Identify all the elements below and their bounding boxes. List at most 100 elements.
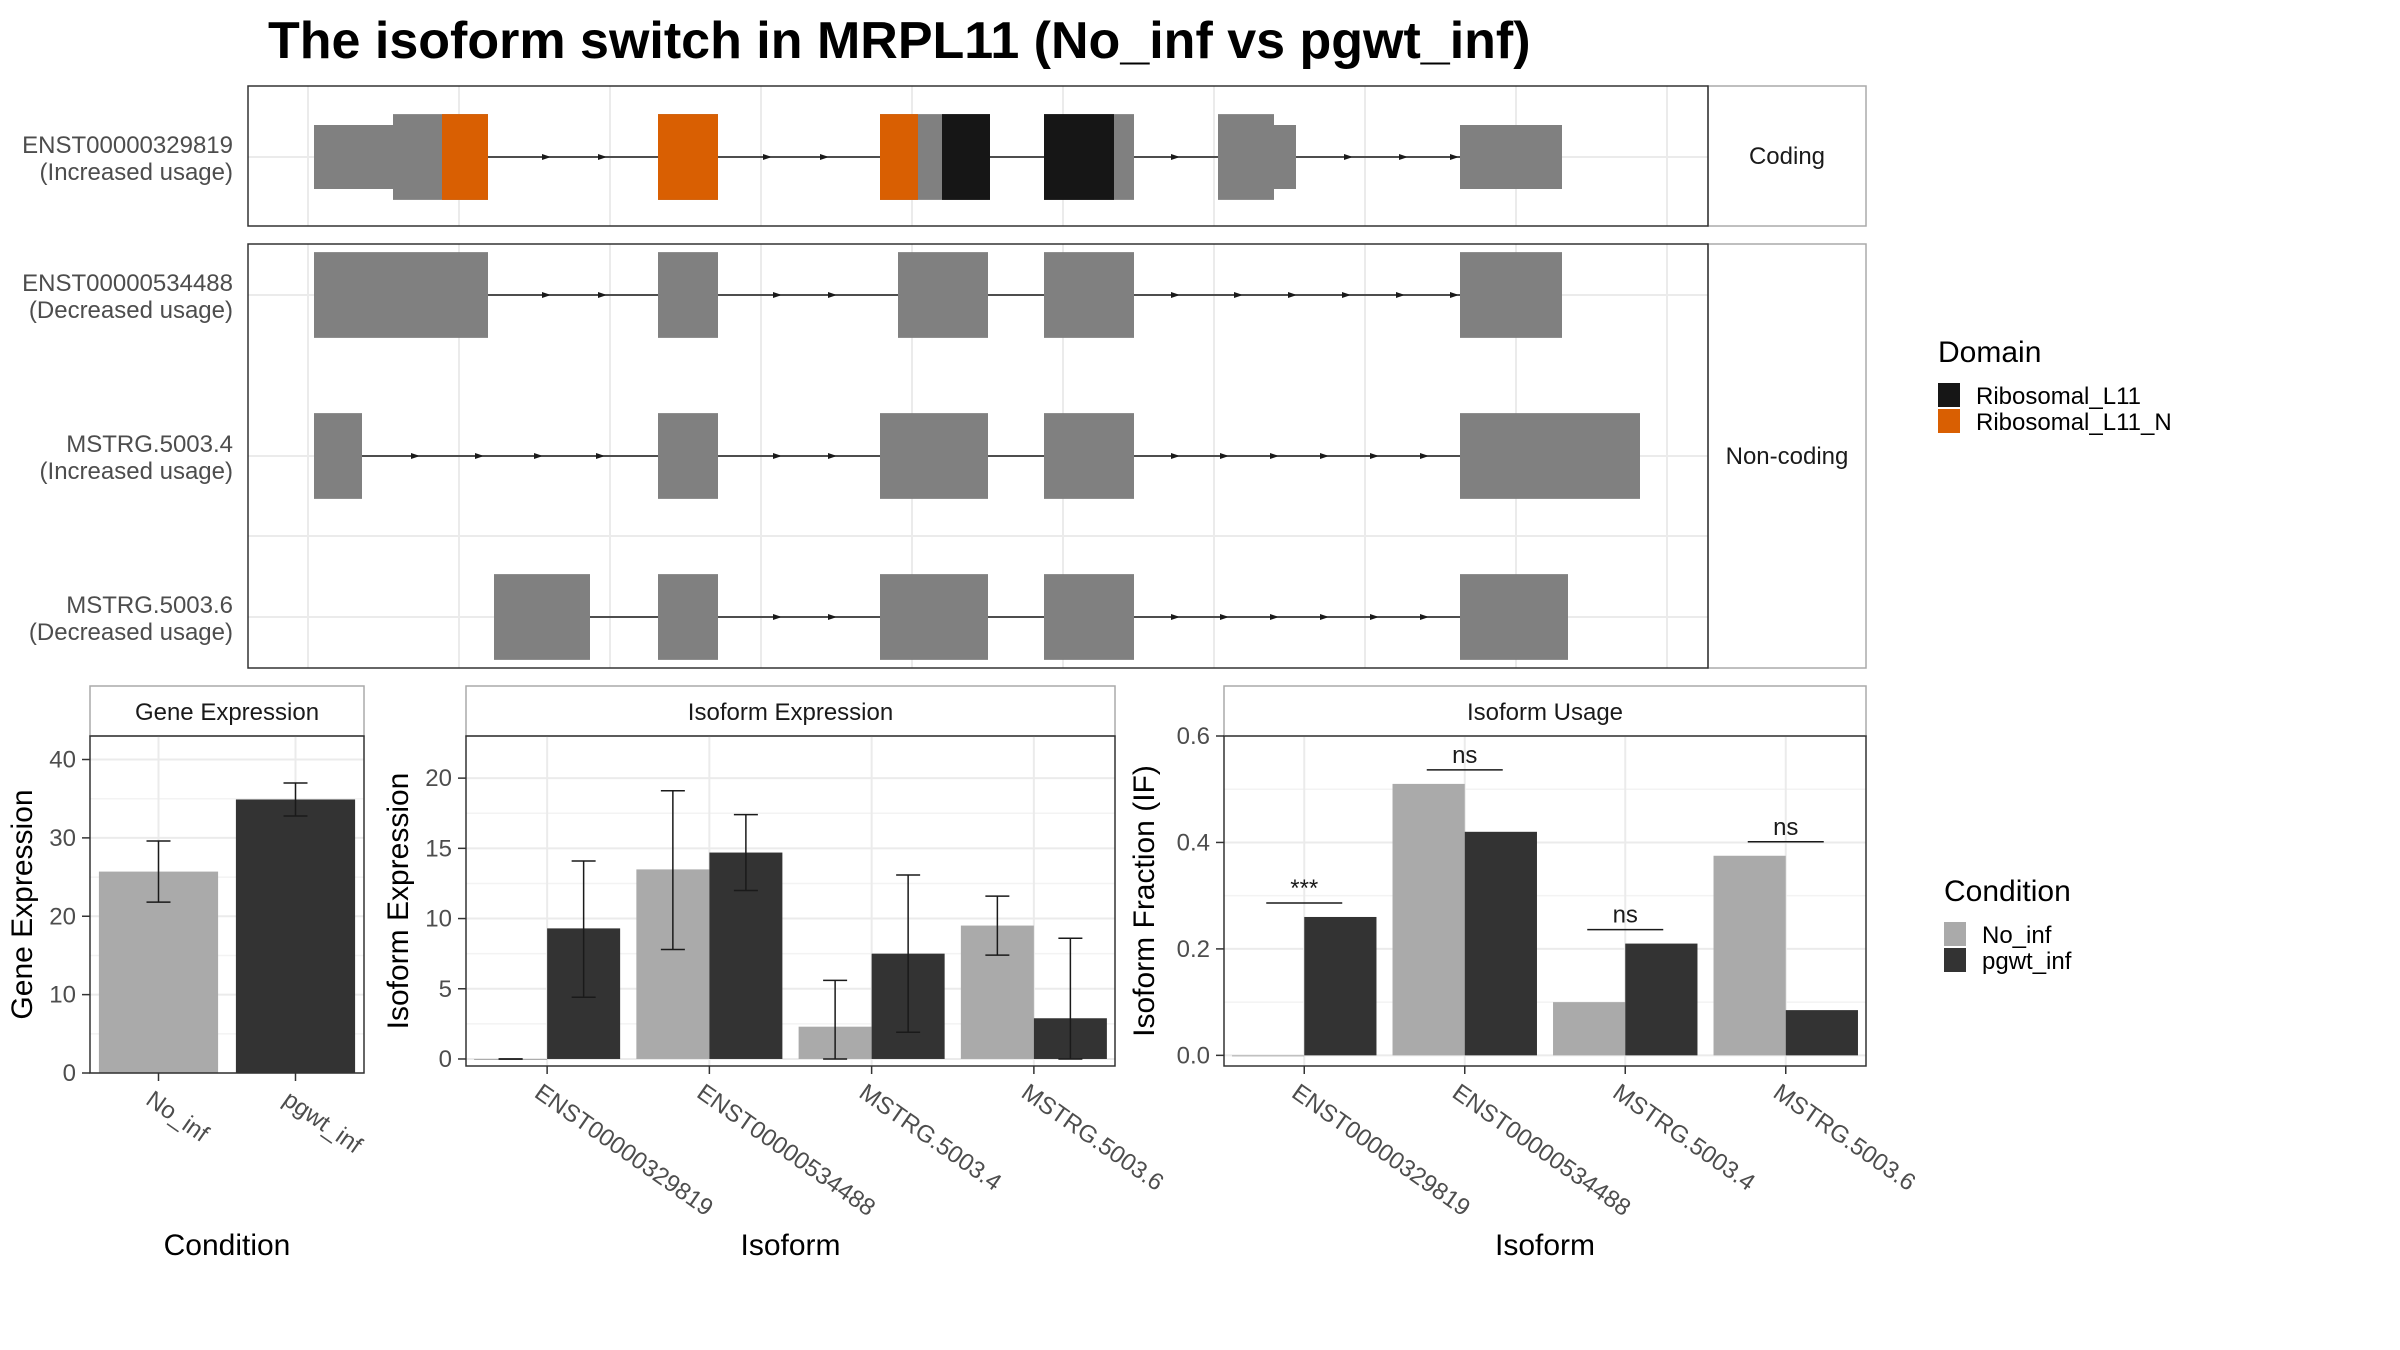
intron-arrow	[598, 292, 607, 298]
transcript-usage-label: (Decreased usage)	[29, 297, 233, 324]
panel-border	[1223, 735, 1867, 1067]
exon-block	[880, 413, 988, 499]
exon-block	[393, 114, 442, 200]
transcript-id-label: MSTRG.5003.4	[66, 431, 233, 458]
exon-block	[494, 574, 590, 660]
intron-arrow	[1171, 614, 1180, 620]
panel-border	[89, 735, 365, 1074]
intron-arrow	[828, 292, 837, 298]
bar	[1304, 916, 1377, 1056]
panel-strip-title: Isoform Expression	[688, 699, 893, 726]
panel-strip	[1223, 685, 1867, 737]
intron-arrow	[1370, 453, 1379, 459]
isoform-usage-panel: Isoform Usage0.00.20.40.6***ENST00000329…	[1128, 685, 1920, 1262]
transcript-usage-label: (Decreased usage)	[29, 619, 233, 646]
x-tick-label: pgwt_inf	[278, 1086, 367, 1160]
domain-legend-key	[1938, 409, 1960, 433]
significance-label: ns	[1452, 742, 1477, 769]
intron-arrow	[1270, 614, 1279, 620]
bar	[1392, 783, 1465, 1056]
y-tick-label: 20	[425, 765, 452, 792]
transcript-id-label: ENST00000534488	[22, 270, 233, 297]
gene-expression-panel: Gene Expression 0 10 20 30 40 No_inf pgwt_inf Co…	[6, 685, 367, 1262]
facet-strip	[1707, 85, 1867, 227]
panel-strip-title: Isoform Usage	[1467, 699, 1623, 726]
panel-border	[465, 735, 1116, 1067]
exon-block	[1460, 574, 1568, 660]
intron-arrow	[542, 292, 551, 298]
domain-legend-title: Domain	[1938, 336, 2041, 369]
transcript-id-label: MSTRG.5003.6	[66, 592, 233, 619]
transcript-usage-label: (Increased usage)	[40, 159, 233, 186]
facet-strip-label: Non-coding	[1726, 443, 1849, 470]
exon-block	[1218, 114, 1274, 200]
intron-arrow	[1450, 292, 1459, 298]
intron-arrow	[1320, 453, 1329, 459]
bar	[1232, 1055, 1305, 1057]
y-axis-title: Isoform Fraction (IF)	[1128, 765, 1161, 1037]
y-tick-label: 15	[425, 835, 452, 862]
y-tick-label: 10	[425, 906, 452, 933]
intron-arrow	[773, 453, 782, 459]
condition-legend-title: Condition	[1944, 875, 2071, 908]
bar	[1553, 1002, 1626, 1056]
y-tick-label: 5	[439, 976, 452, 1003]
bar	[1713, 855, 1786, 1056]
panel-strip	[465, 685, 1116, 737]
domain-legend-label: Ribosomal_L11_N	[1976, 409, 2172, 436]
x-tick-label: MSTRG.5003.6	[1768, 1079, 1920, 1197]
intron-arrow	[1220, 614, 1229, 620]
intron-arrow	[1320, 614, 1329, 620]
y-tick-label: 0.6	[1177, 723, 1210, 750]
panel-strip-title: Gene Expression	[135, 699, 319, 726]
transcript-structure-panel: CodingNon-codingENST00000329819(Increase…	[22, 85, 1867, 669]
domain-block	[880, 114, 918, 200]
intron-arrow	[1396, 292, 1405, 298]
y-tick-label: 30	[49, 825, 76, 852]
facet-strip-label: Coding	[1749, 143, 1825, 170]
x-tick-label: No_inf	[141, 1086, 214, 1148]
exon-block	[658, 252, 718, 338]
structure-panel-border	[247, 85, 1709, 227]
y-tick-label: 0.0	[1177, 1042, 1210, 1069]
exon-block	[314, 413, 362, 499]
x-axis-title: Isoform	[740, 1229, 840, 1262]
condition-legend-label: pgwt_inf	[1982, 948, 2072, 975]
intron-arrow	[763, 154, 772, 160]
y-axis-title: Gene Expression	[6, 789, 39, 1019]
intron-arrow	[1288, 292, 1297, 298]
exon-block	[1460, 252, 1562, 338]
condition-legend-label: No_inf	[1982, 922, 2052, 949]
exon-block	[880, 574, 988, 660]
transcript-usage-label: (Increased usage)	[40, 458, 233, 485]
exon-block	[1460, 413, 1640, 499]
structure-panel-border	[247, 243, 1709, 669]
exon-block	[1044, 413, 1134, 499]
domain-block	[658, 114, 718, 200]
intron-arrow	[1420, 614, 1429, 620]
intron-arrow	[411, 453, 420, 459]
intron-arrow	[773, 614, 782, 620]
x-axis-title: Condition	[164, 1229, 291, 1262]
exon-block	[658, 574, 718, 660]
intron-arrow	[1171, 292, 1180, 298]
significance-label: ns	[1613, 902, 1638, 929]
intron-arrow	[598, 154, 607, 160]
y-tick-label: 40	[49, 747, 76, 774]
exon-block	[1044, 252, 1134, 338]
intron-arrow	[820, 154, 829, 160]
significance-label: ns	[1773, 814, 1798, 841]
x-tick-label: MSTRG.5003.4	[854, 1079, 1006, 1197]
bar	[235, 799, 356, 1073]
isoform-expression-panel: Isoform Expression 0 5 10 15 20 ENST0000032981…	[382, 685, 1169, 1262]
bar	[1785, 1010, 1858, 1056]
bar	[1464, 831, 1537, 1056]
panel-strip	[89, 685, 365, 737]
exon-block	[1044, 574, 1134, 660]
y-tick-label: 20	[49, 903, 76, 930]
y-axis-title: Isoform Expression	[382, 773, 415, 1030]
intron-arrow	[542, 154, 551, 160]
